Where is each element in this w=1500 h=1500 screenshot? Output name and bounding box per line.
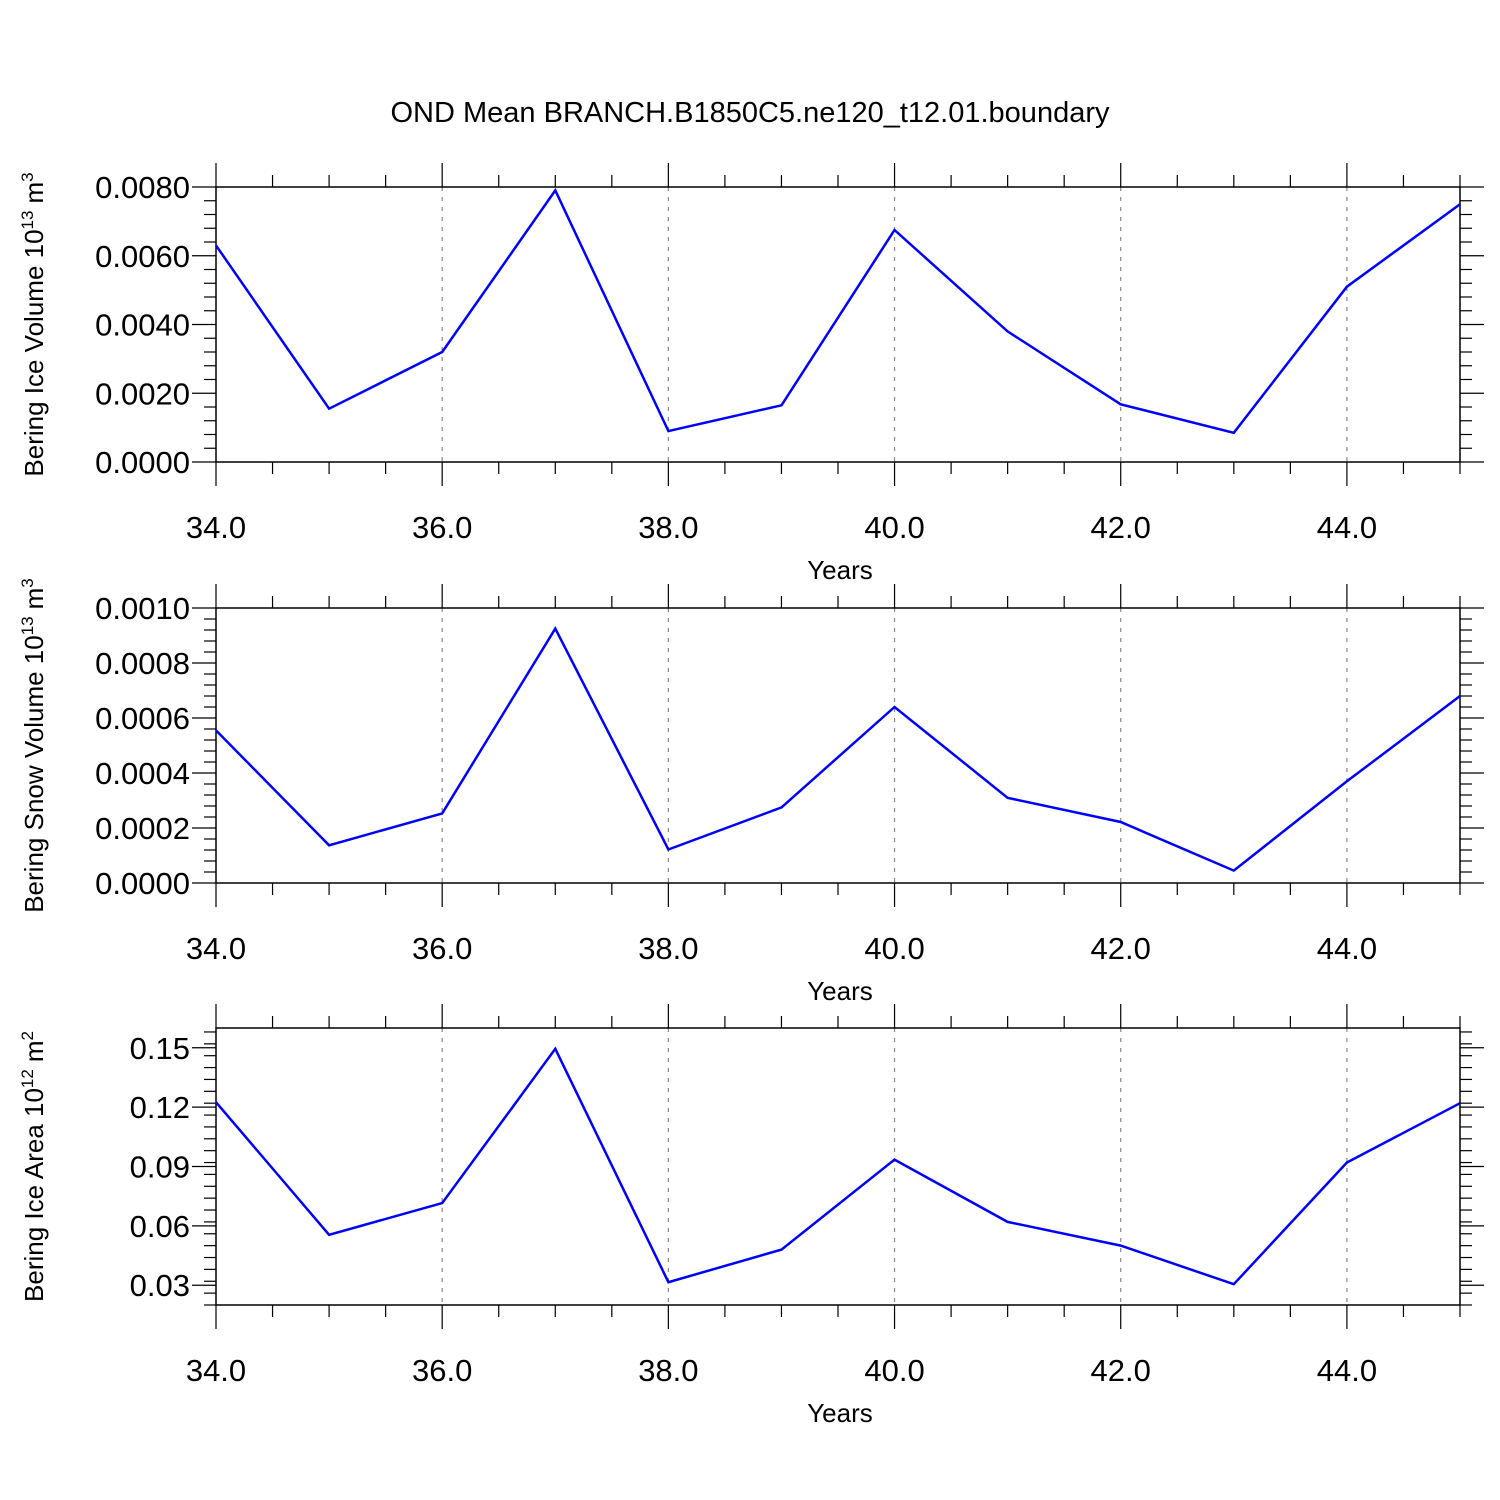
x-tick-label: 34.0 — [186, 510, 246, 545]
plot-frame — [215, 607, 1461, 884]
y-axis-title-exponent: 13 — [18, 616, 37, 635]
series-line — [214, 187, 1461, 435]
series-line — [215, 626, 1461, 873]
panel-ice-volume: 34.0 36.0 38.0 40.0 42.0 44.0 0.00000.00200.0… — [18, 163, 1484, 585]
y-tick-label: 0.0008 — [95, 646, 190, 681]
x-tick-label: 44.0 — [1317, 510, 1377, 545]
y-tick-label: 0.09 — [130, 1150, 190, 1185]
y-tick-label: 0.0002 — [95, 811, 190, 846]
x-axis-title: Years — [807, 976, 873, 1006]
y-axis-title-exponent: 13 — [18, 211, 37, 230]
figure-title: OND Mean BRANCH.B1850C5.ne120_t12.01.bou… — [391, 97, 1110, 129]
y-axis-title-text: Bering Ice Volume 10 — [19, 229, 49, 476]
x-tick-labels: 34.0 36.0 38.0 40.0 42.0 44.0 — [186, 1353, 1377, 1388]
x-tick-label: 40.0 — [864, 931, 924, 966]
tick-marks — [192, 163, 1484, 486]
x-tick-label: 38.0 — [638, 1353, 698, 1388]
y-tick-label: 0.0060 — [95, 239, 190, 274]
y-tick-label: 0.0040 — [95, 308, 190, 343]
x-tick-label: 42.0 — [1091, 1353, 1151, 1388]
plot-frame — [215, 186, 1461, 463]
y-tick-label: 0.0000 — [95, 445, 190, 480]
plot-frame — [215, 1027, 1461, 1306]
y-tick-label: 0.0010 — [95, 591, 190, 626]
y-tick-labels: 0.03 0.06 0.09 0.12 0.15 — [130, 1031, 190, 1303]
grid-lines — [441, 608, 1348, 883]
x-axis-title: Years — [807, 555, 873, 585]
y-tick-labels: 0.0000 0.0020 0.0040 0.0060 0.0080 — [95, 170, 190, 480]
y-tick-label: 0.0006 — [95, 701, 190, 736]
x-tick-label: 36.0 — [412, 931, 472, 966]
series-line — [215, 1046, 1461, 1286]
y-axis-title-text: Bering Snow Volume 10 — [19, 635, 49, 913]
tick-marks — [192, 584, 1484, 907]
y-tick-label: 0.06 — [130, 1209, 190, 1244]
x-tick-label: 34.0 — [186, 1353, 246, 1388]
x-tick-label: 44.0 — [1317, 931, 1377, 966]
y-axis-title: Bering Snow Volume 1013 m3 — [18, 578, 49, 913]
y-tick-labels: 0.0000 0.0002 0.0004 0.0006 0.0008 0.0010 — [95, 591, 190, 901]
x-tick-label: 42.0 — [1091, 510, 1151, 545]
x-tick-label: 38.0 — [638, 510, 698, 545]
x-tick-label: 36.0 — [412, 510, 472, 545]
x-tick-labels: 34.0 36.0 38.0 40.0 42.0 44.0 — [186, 510, 1377, 545]
x-tick-label: 38.0 — [638, 931, 698, 966]
tick-marks — [192, 1004, 1484, 1329]
y-tick-label: 0.12 — [130, 1090, 190, 1125]
y-tick-label: 0.0020 — [95, 376, 190, 411]
y-axis-title-unit-exponent: 2 — [18, 1031, 37, 1040]
y-axis-title-exponent: 12 — [18, 1069, 37, 1088]
x-tick-label: 36.0 — [412, 1353, 472, 1388]
x-tick-labels: 34.0 36.0 38.0 40.0 42.0 44.0 — [186, 931, 1377, 966]
grid-lines — [441, 187, 1348, 462]
panel-ice-area: 34.0 36.0 38.0 40.0 42.0 44.0 0.03 0.06 0.09 0.1… — [18, 1004, 1484, 1428]
y-tick-label: 0.0004 — [95, 756, 190, 791]
y-axis-title-unit-exponent: 3 — [18, 172, 37, 181]
x-tick-label: 40.0 — [864, 1353, 924, 1388]
y-axis-title-text: Bering Ice Area 10 — [19, 1088, 49, 1302]
x-tick-label: 40.0 — [864, 510, 924, 545]
y-axis-title: Bering Ice Area 1012 m2 — [18, 1031, 49, 1302]
y-axis-title-unit-exponent: 3 — [18, 578, 37, 587]
y-tick-label: 0.0080 — [95, 170, 190, 205]
x-axis-title: Years — [807, 1398, 873, 1428]
x-tick-label: 42.0 — [1091, 931, 1151, 966]
panel-snow-volume: 34.0 36.0 38.0 40.0 42.0 44.0 0.00000.00020.0… — [18, 578, 1484, 1006]
y-axis-title-unit: m — [19, 588, 49, 610]
y-tick-label: 0.15 — [130, 1031, 190, 1066]
y-tick-label: 0.0000 — [95, 866, 190, 901]
y-tick-label: 0.03 — [130, 1268, 190, 1303]
x-tick-label: 44.0 — [1317, 1353, 1377, 1388]
y-axis-title: Bering Ice Volume 1013 m3 — [18, 172, 49, 476]
y-axis-title-unit: m — [19, 1040, 49, 1062]
x-tick-label: 34.0 — [186, 931, 246, 966]
y-axis-title-unit: m — [19, 182, 49, 204]
grid-lines — [441, 1028, 1348, 1305]
